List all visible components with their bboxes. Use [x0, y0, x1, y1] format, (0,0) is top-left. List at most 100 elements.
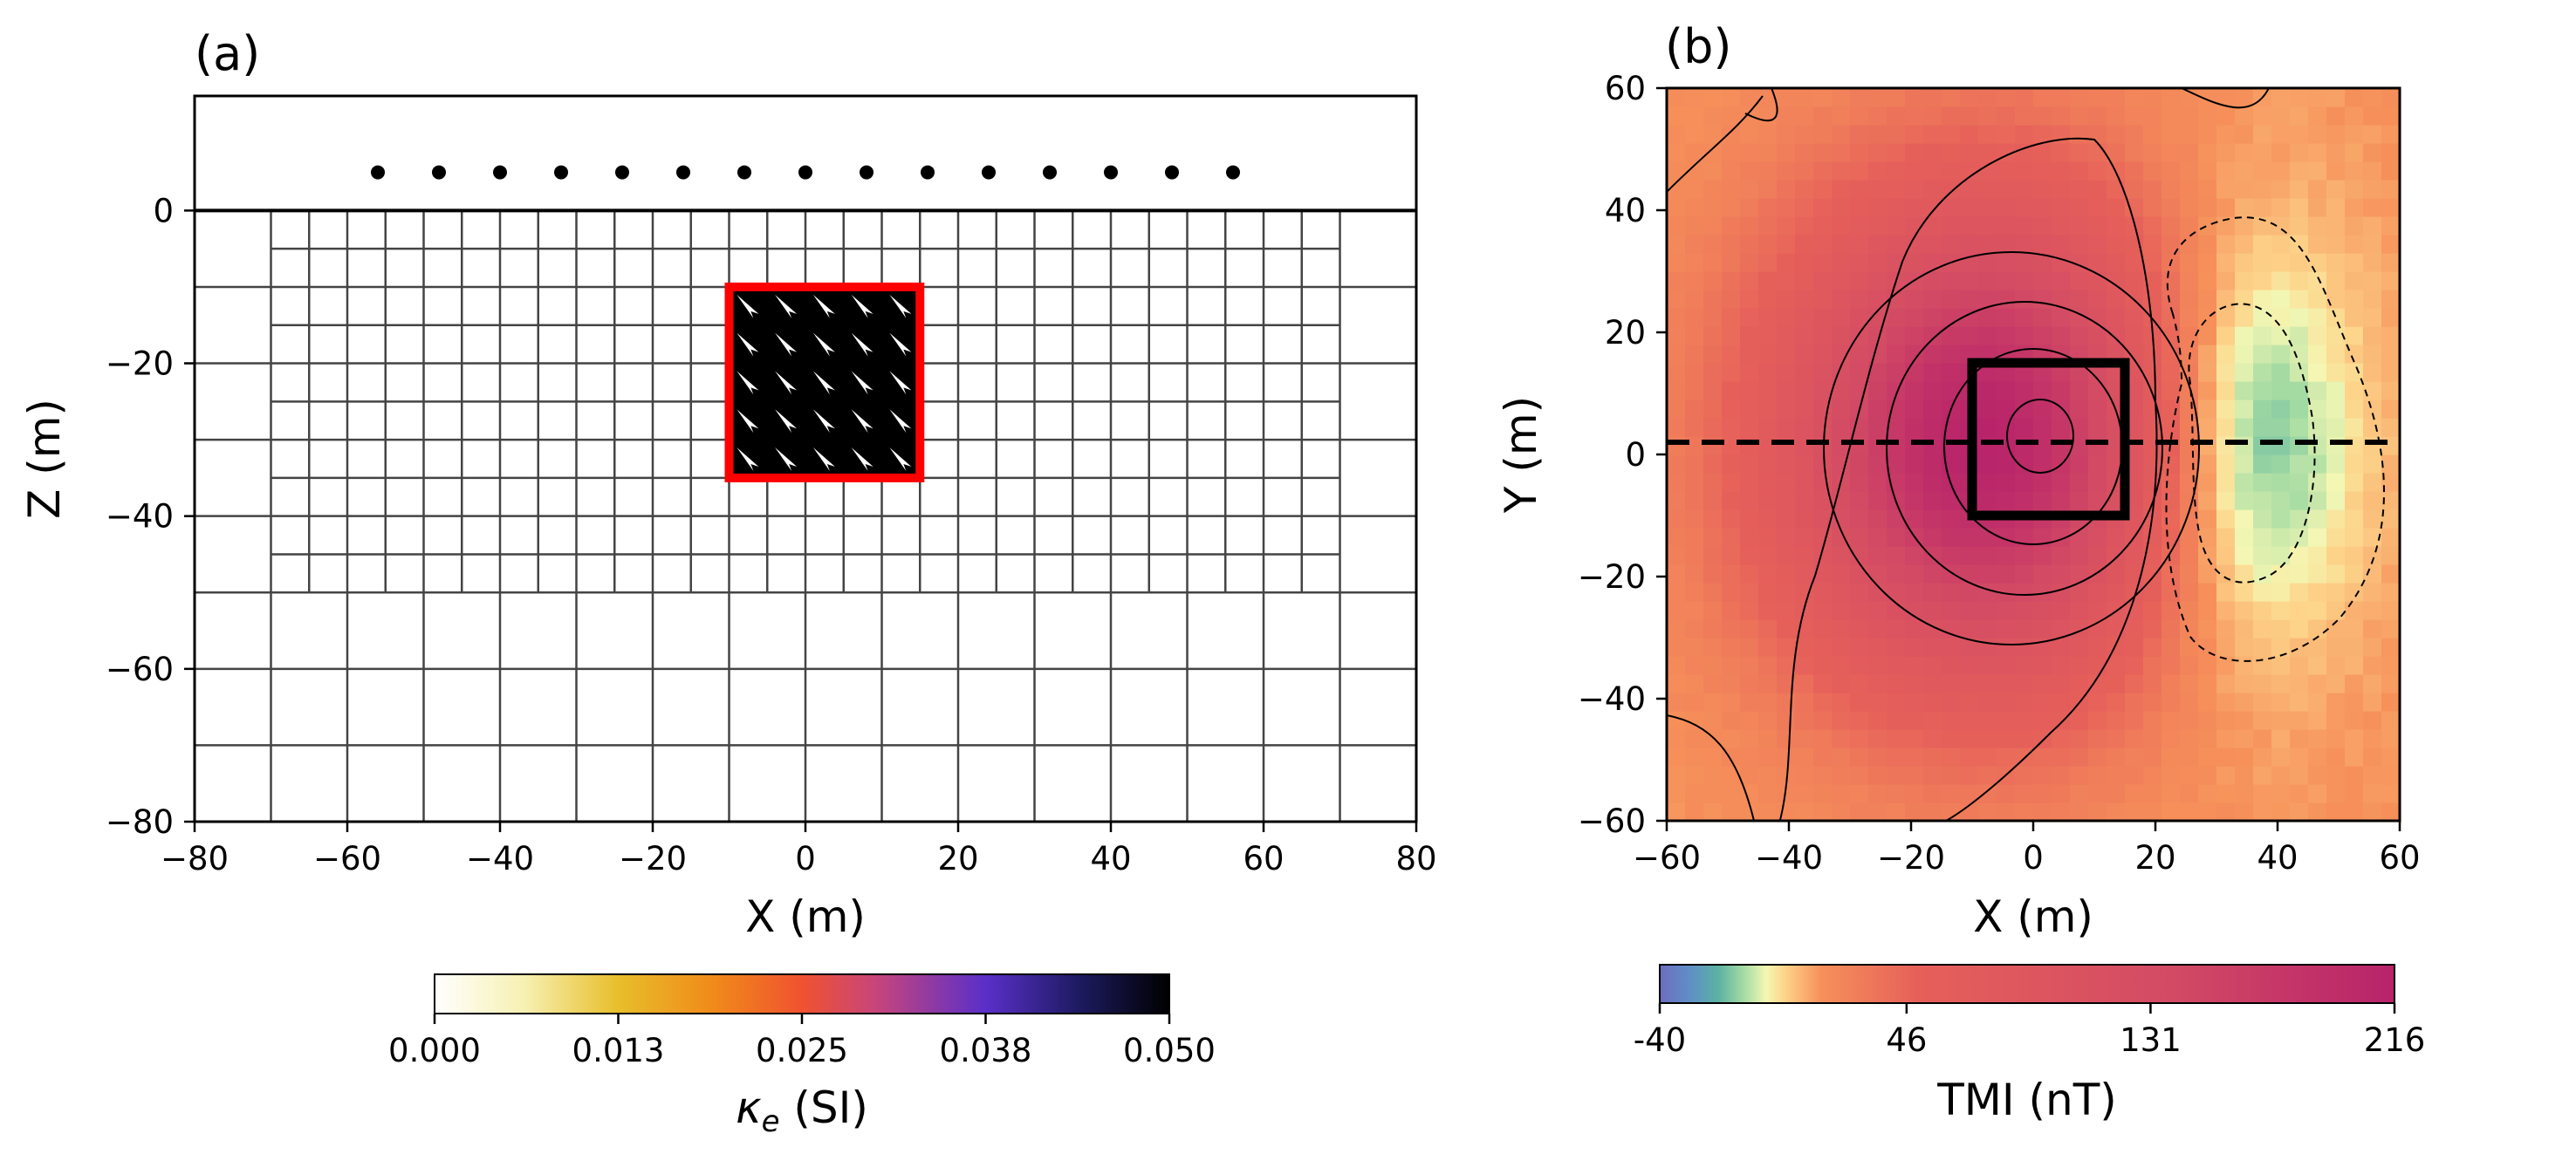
- heatmap-cell: [1813, 473, 1833, 492]
- heatmap-cell: [2308, 583, 2327, 602]
- heatmap-cell: [1887, 363, 1906, 382]
- heatmap-cell: [1777, 583, 1796, 602]
- heatmap-cell: [2235, 106, 2254, 126]
- heatmap-cell: [2290, 106, 2309, 126]
- heatmap-cell: [2052, 235, 2071, 254]
- heatmap-cell: [1777, 564, 1796, 584]
- heatmap-cell: [1923, 528, 1942, 547]
- heatmap-cell: [1667, 748, 1686, 767]
- heatmap-cell: [2235, 198, 2254, 217]
- heatmap-cell: [2033, 125, 2052, 144]
- heatmap-cell: [1905, 198, 1924, 217]
- heatmap-cell: [2088, 290, 2107, 309]
- heatmap-cell: [2271, 546, 2291, 565]
- heatmap-cell: [1850, 674, 1869, 693]
- heatmap-cell: [2143, 345, 2162, 364]
- heatmap-cell: [1868, 88, 1887, 107]
- heatmap-cell: [2052, 802, 2071, 821]
- heatmap-cell: [1942, 619, 1961, 638]
- heatmap-cell: [1813, 802, 1833, 821]
- heatmap-cell: [2235, 418, 2254, 437]
- heatmap-cell: [2088, 473, 2107, 492]
- heatmap-cell: [2308, 308, 2327, 327]
- heatmap-cell: [1832, 638, 1851, 657]
- heatmap-cell: [1777, 381, 1796, 400]
- heatmap-cell: [1923, 161, 1942, 181]
- heatmap-cell: [1777, 619, 1796, 638]
- heatmap-cell: [1703, 436, 1723, 455]
- heatmap-cell: [2345, 454, 2364, 474]
- heatmap-cell: [1850, 235, 1869, 254]
- heatmap-cell: [2033, 766, 2052, 785]
- heatmap-cell: [2216, 802, 2236, 821]
- heatmap-cell: [1997, 491, 2016, 510]
- heatmap-cell: [2180, 674, 2199, 693]
- heatmap-cell: [1758, 454, 1778, 474]
- heatmap-cell: [1868, 308, 1887, 327]
- heatmap-cell: [1813, 528, 1833, 547]
- heatmap-cell: [1942, 711, 1961, 730]
- heatmap-cell: [1997, 180, 2016, 199]
- heatmap-cell: [1722, 253, 1741, 272]
- heatmap-cell: [2180, 290, 2199, 309]
- heatmap-cell: [1923, 345, 1942, 364]
- panel-a-x-axis: −80 −60 −40 −20 0 20 40 60 80: [161, 822, 1437, 877]
- heatmap-cell: [2125, 748, 2144, 767]
- heatmap-cell: [2363, 564, 2382, 584]
- heatmap-cell: [2033, 253, 2052, 272]
- heatmap-cell: [2015, 454, 2034, 474]
- colorbar-tick-label: 0.013: [572, 1032, 665, 1069]
- heatmap-cell: [1703, 748, 1723, 767]
- heatmap-cell: [2326, 271, 2346, 290]
- heatmap-cell: [2052, 418, 2071, 437]
- heatmap-cell: [2216, 363, 2236, 382]
- heatmap-cell: [1942, 601, 1961, 620]
- heatmap-cell: [2216, 638, 2236, 657]
- heatmap-cell: [1997, 802, 2016, 821]
- heatmap-cell: [1997, 601, 2016, 620]
- heatmap-cell: [1832, 784, 1851, 803]
- contour-line: [2006, 399, 2074, 474]
- heatmap-cell: [1685, 693, 1704, 712]
- heatmap-cell: [2162, 454, 2181, 474]
- heatmap-cell: [1942, 784, 1961, 803]
- heatmap-cell: [1667, 656, 1686, 675]
- heatmap-cell: [1703, 125, 1723, 144]
- heatmap-cell: [2033, 326, 2052, 345]
- heatmap-cell: [1777, 326, 1796, 345]
- heatmap-cell: [2253, 418, 2272, 437]
- heatmap-cell: [2290, 619, 2309, 638]
- heatmap-cell: [1868, 729, 1887, 748]
- heatmap-cell: [1997, 418, 2016, 437]
- heatmap-cell: [2033, 271, 2052, 290]
- y-tick-label: 20: [1605, 314, 1646, 352]
- heatmap-cell: [2363, 198, 2382, 217]
- heatmap-cell: [2326, 784, 2346, 803]
- heatmap-cell: [1923, 418, 1942, 437]
- heatmap-cell: [2290, 583, 2309, 602]
- heatmap-cell: [2381, 509, 2400, 529]
- y-tick-label: 0: [153, 192, 174, 229]
- heatmap-cell: [1740, 528, 1759, 547]
- heatmap-cell: [1703, 180, 1723, 199]
- heatmap-cell: [1923, 748, 1942, 767]
- heatmap-cell: [1832, 271, 1851, 290]
- heatmap-cell: [1978, 271, 1997, 290]
- heatmap-cell: [1905, 546, 1924, 565]
- heatmap-cell: [1685, 198, 1704, 217]
- heatmap-cell: [1923, 693, 1942, 712]
- heatmap-cell: [2015, 399, 2034, 419]
- heatmap-cell: [1997, 638, 2016, 657]
- heatmap-cell: [2381, 88, 2400, 107]
- heatmap-cell: [2162, 271, 2181, 290]
- heatmap-cell: [2326, 509, 2346, 529]
- heatmap-cell: [1868, 363, 1887, 382]
- heatmap-cell: [2290, 748, 2309, 767]
- heatmap-cell: [1685, 564, 1704, 584]
- heatmap-cell: [2162, 802, 2181, 821]
- heatmap-cell: [2052, 143, 2071, 162]
- heatmap-cell: [2326, 399, 2346, 419]
- heatmap-cell: [2052, 601, 2071, 620]
- heatmap-cell: [2271, 656, 2291, 675]
- heatmap-cell: [1832, 729, 1851, 748]
